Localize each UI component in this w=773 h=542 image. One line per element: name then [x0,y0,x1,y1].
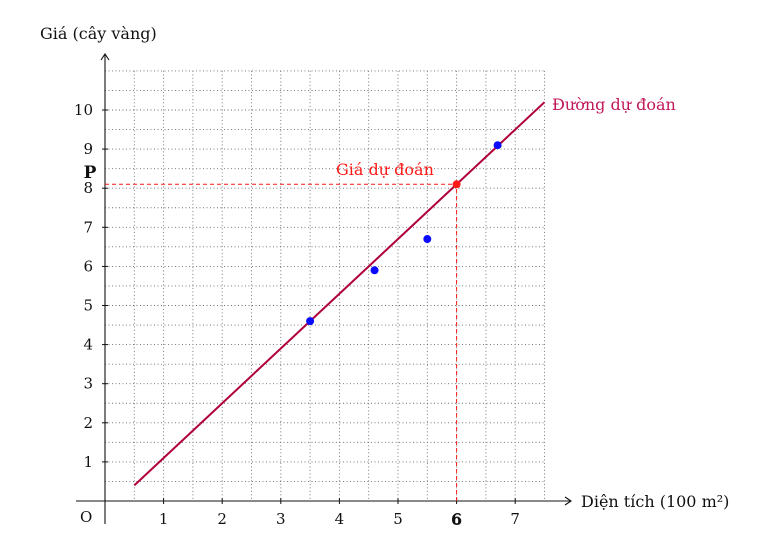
y-tick-label: 5 [83,297,93,315]
y-axis-arrow-icon [100,53,110,61]
y-tick-label: 3 [83,375,93,393]
origin-label: O [80,508,92,526]
y-tick-label: 1 [83,453,93,471]
data-point [423,235,432,244]
prediction-x-tick-label: 6 [451,510,462,529]
regression-line-group [133,101,546,487]
x-tick-label: 3 [276,510,286,528]
y-tick-label: 6 [83,257,93,275]
y-tick-label: 10 [74,101,93,119]
y-tick-label: 7 [83,218,93,236]
x-tick-label: 6 [452,510,462,528]
x-tick-label: 1 [159,510,169,528]
x-axis-title: Diện tích (100 m²) [581,492,729,511]
data-point [306,317,315,326]
axes [76,53,572,524]
prediction-point [452,180,461,189]
chart-labels: Giá (cây vàng) Diện tích (100 m²) O Đườn… [40,24,729,529]
x-tick-label: 7 [510,510,520,528]
y-axis-title: Giá (cây vàng) [40,24,157,43]
x-tick-label: 2 [217,510,227,528]
y-tick-label: 8 [83,179,93,197]
prediction-guides [105,183,458,501]
y-tick-label: 9 [83,140,93,158]
data-point [370,266,379,275]
x-axis-arrow-icon [564,496,572,506]
y-tick-label: 2 [83,414,93,432]
y-tick-label: 4 [83,336,93,354]
regression-line [133,101,546,487]
prediction-point-label: Giá dự đoán [336,160,434,179]
regression-line-label: Đường dự đoán [552,95,676,114]
grid [105,70,545,501]
x-tick-label: 5 [393,510,403,528]
data-points [306,141,502,326]
tick-labels: 1 2 3 4 5 6 7 1 2 3 4 5 6 7 8 9 10 [74,101,520,528]
data-point [493,141,502,150]
prediction-y-tick-label: P [84,163,97,183]
x-tick-label: 4 [335,510,345,528]
